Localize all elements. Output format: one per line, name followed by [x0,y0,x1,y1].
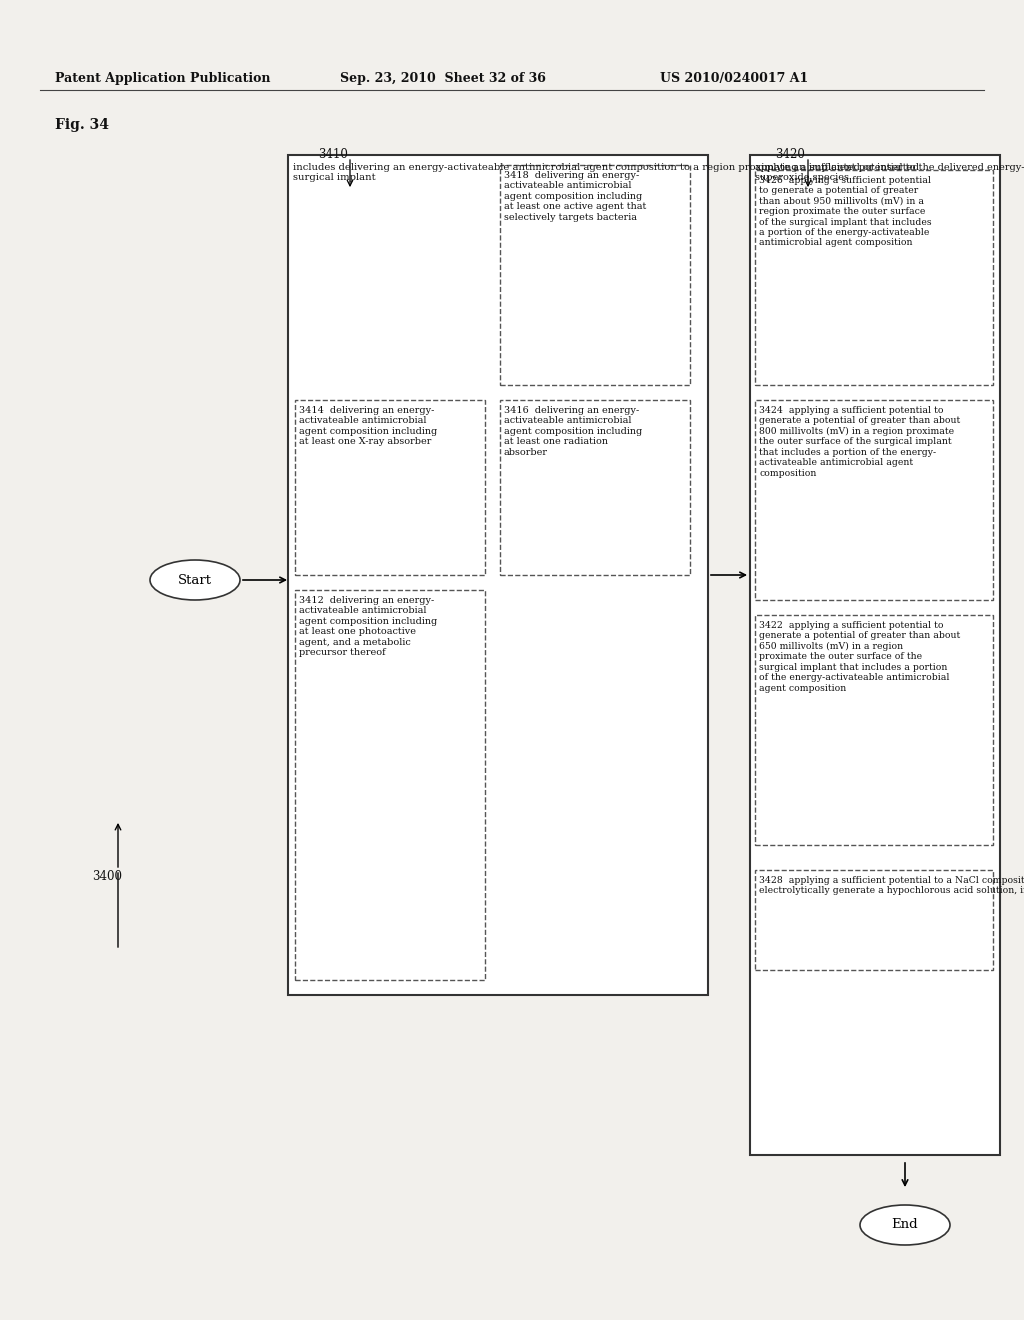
Text: 3424  applying a sufficient potential to
generate a potential of greater than ab: 3424 applying a sufficient potential to … [759,407,961,478]
Bar [755,870,993,970]
Text: 3410: 3410 [318,148,348,161]
Text: 3426  applying a sufficient potential
to generate a potential of greater
than ab: 3426 applying a sufficient potential to … [759,176,932,247]
Bar [755,170,993,385]
Text: US 2010/0240017 A1: US 2010/0240017 A1 [660,73,808,84]
Text: Patent Application Publication: Patent Application Publication [55,73,270,84]
Text: 3422  applying a sufficient potential to
generate a potential of greater than ab: 3422 applying a sufficient potential to … [759,620,961,693]
Text: Fig. 34: Fig. 34 [55,117,109,132]
Bar [288,154,708,995]
Ellipse shape [150,560,240,601]
Text: End: End [892,1218,919,1232]
Text: 3418  delivering an energy-
activateable antimicrobial
agent composition includi: 3418 delivering an energy- activateable … [504,172,646,222]
Bar [500,400,690,576]
Bar [755,400,993,601]
Bar [500,165,690,385]
Text: 3428  applying a sufficient potential to a NaCl composition proximate an implant: 3428 applying a sufficient potential to … [759,876,1024,895]
Text: Sep. 23, 2010  Sheet 32 of 36: Sep. 23, 2010 Sheet 32 of 36 [340,73,546,84]
Bar [295,590,485,979]
Text: 3420: 3420 [775,148,805,161]
Bar [755,615,993,845]
Bar [750,154,1000,1155]
Text: 3416  delivering an energy-
activateable antimicrobial
agent composition includi: 3416 delivering an energy- activateable … [504,407,642,457]
Text: Start: Start [178,573,212,586]
Text: includes delivering an energy-activateable antimicrobial agent composition to a : includes delivering an energy-activateab… [293,162,919,182]
Text: 3400: 3400 [92,870,122,883]
Text: 3412  delivering an energy-
activateable antimicrobial
agent composition includi: 3412 delivering an energy- activateable … [299,597,437,657]
Text: 3414  delivering an energy-
activateable antimicrobial
agent composition includi: 3414 delivering an energy- activateable … [299,407,437,446]
Ellipse shape [860,1205,950,1245]
Text: applying a sufficient potential to the delivered energy-activateable antimicrobi: applying a sufficient potential to the d… [755,162,1024,182]
Bar [295,400,485,576]
